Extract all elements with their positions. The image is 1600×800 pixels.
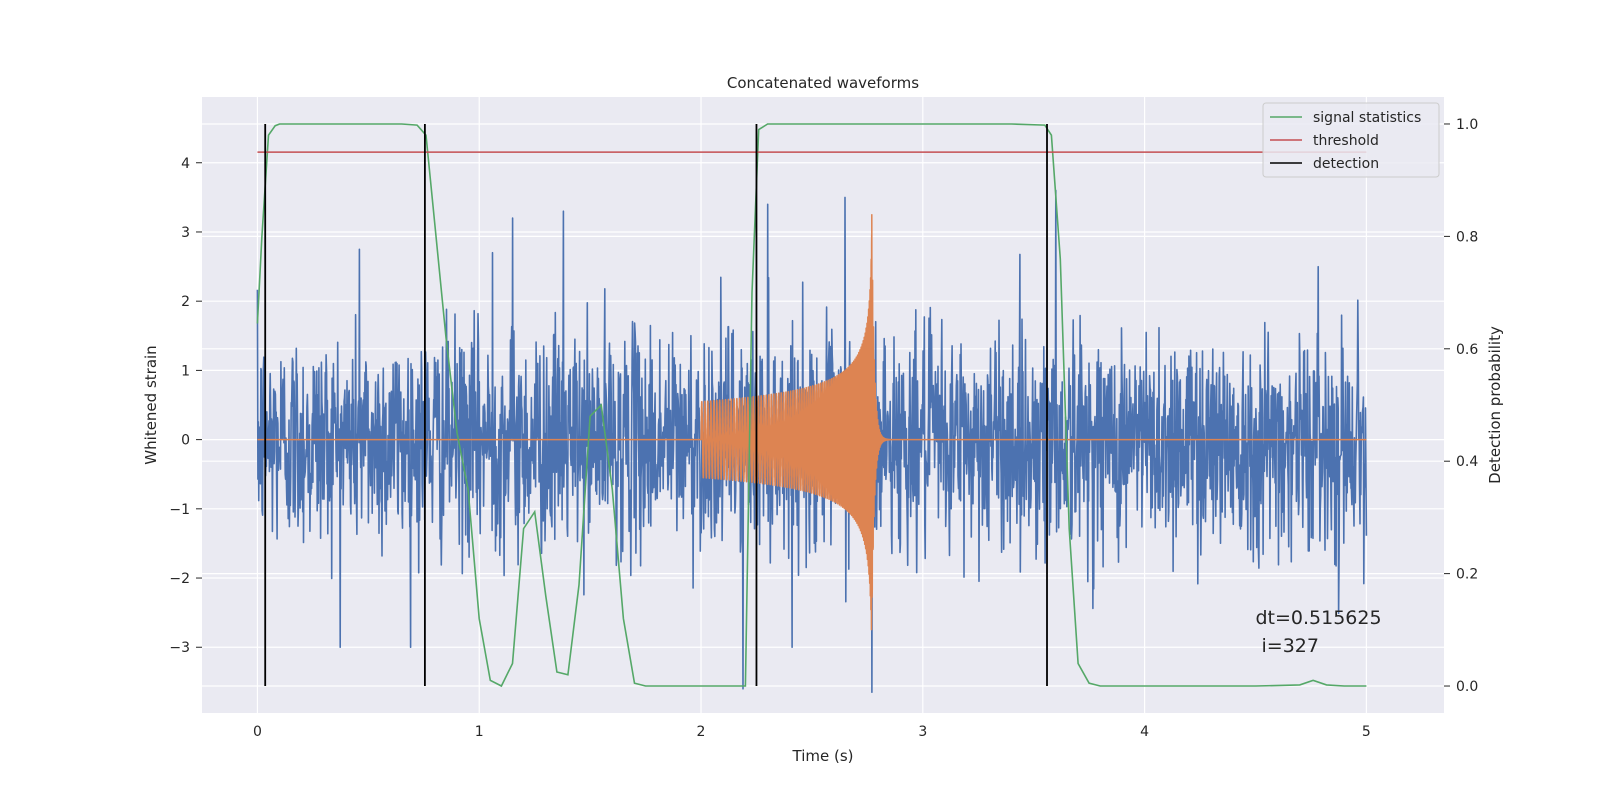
signal-statistics-line	[256, 123, 1367, 688]
y2-tick-label: 0.0	[1456, 679, 1478, 695]
chart-title: Concatenated waveforms	[727, 74, 919, 92]
detection-lines	[264, 123, 1048, 687]
x-tick-label: 2	[697, 724, 706, 740]
y2-tick-label: 0.4	[1456, 454, 1478, 470]
legend: signal statistics threshold detection	[1262, 102, 1440, 178]
legend-box	[1262, 102, 1440, 178]
y-tick-label: 3	[181, 225, 190, 241]
y2-axis-label: Detection probability	[1486, 326, 1504, 484]
y2-tick-label: 0.6	[1456, 342, 1478, 358]
y-tick-label: −1	[169, 502, 190, 518]
y2-tick-label: 0.2	[1456, 567, 1478, 583]
y2-axis-ticks: 0.0 0.2 0.4 0.6 0.8 1.0	[1444, 117, 1478, 695]
y-tick-label: 2	[181, 294, 190, 310]
annotation-dt: dt=0.515625	[1255, 607, 1381, 629]
y-tick-label: 1	[181, 363, 190, 379]
annotation-index: i=327	[1255, 635, 1319, 657]
y2-tick-label: 1.0	[1456, 117, 1478, 133]
legend-label-signal-statistics: signal statistics	[1313, 110, 1421, 126]
y-tick-label: 4	[181, 156, 190, 172]
y-axis-ticks: −3 −2 −1 0 1 2 3 4	[169, 156, 202, 656]
legend-label-threshold: threshold	[1313, 133, 1379, 149]
x-tick-label: 4	[1140, 724, 1149, 740]
x-tick-label: 0	[253, 724, 262, 740]
x-tick-label: 3	[918, 724, 927, 740]
x-axis-label: Time (s)	[792, 747, 854, 765]
y-tick-label: −3	[169, 640, 190, 656]
y-tick-label: 0	[181, 433, 190, 449]
chirp-series-line	[257, 213, 1367, 631]
x-tick-label: 5	[1362, 724, 1371, 740]
x-tick-label: 1	[475, 724, 484, 740]
legend-label-detection: detection	[1313, 156, 1379, 172]
y2-tick-label: 0.8	[1456, 229, 1478, 245]
x-axis-ticks: 0 1 2 3 4 5	[253, 724, 1371, 740]
y-axis-label: Whitened strain	[142, 345, 160, 464]
y-tick-label: −2	[169, 571, 190, 587]
